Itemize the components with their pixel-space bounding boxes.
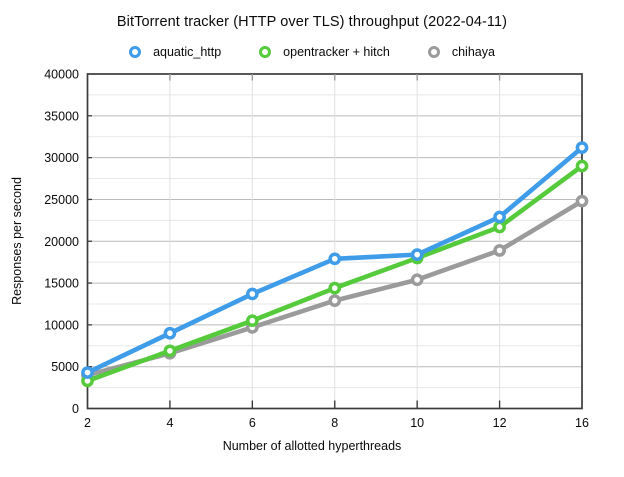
data-point-marker xyxy=(575,159,589,173)
legend-label: chihaya xyxy=(451,45,495,59)
data-point-marker xyxy=(163,344,177,358)
y-tick-label: 30000 xyxy=(44,151,79,165)
data-point-marker xyxy=(245,287,259,301)
data-point-marker xyxy=(410,273,424,287)
x-tick-label: 4 xyxy=(166,416,173,430)
x-tick-label: 12 xyxy=(493,416,507,430)
x-tick-label: 16 xyxy=(575,416,589,430)
x-tick-label: 8 xyxy=(331,416,338,430)
data-point-marker xyxy=(575,194,589,208)
x-tick-label: 2 xyxy=(84,416,91,430)
legend-item-aquatic-http: aquatic_http xyxy=(129,45,221,59)
data-point-marker xyxy=(493,210,506,224)
legend-label: opentracker + hitch xyxy=(283,45,390,59)
data-point-marker xyxy=(163,326,177,340)
x-tick-label: 6 xyxy=(249,416,256,430)
legend-label: aquatic_http xyxy=(153,45,222,59)
y-tick-label: 20000 xyxy=(44,235,79,249)
data-point-marker xyxy=(245,314,259,328)
data-point-marker xyxy=(328,281,342,295)
y-axis-title: Responses per second xyxy=(10,177,24,305)
y-tick-label: 5000 xyxy=(51,360,79,374)
x-axis-title: Number of allotted hyperthreads xyxy=(222,439,402,453)
data-point-marker xyxy=(575,141,589,154)
chart-legend: aquatic_http opentracker + hitch chihaya xyxy=(0,45,624,59)
y-tick-label: 25000 xyxy=(44,193,79,207)
chart-title: BitTorrent tracker (HTTP over TLS) throu… xyxy=(116,14,508,30)
data-point-marker xyxy=(493,244,506,257)
data-point-marker xyxy=(328,252,342,266)
series-marker-icon xyxy=(427,46,440,58)
y-tick-label: 10000 xyxy=(44,318,79,332)
series-marker-icon xyxy=(129,46,142,58)
y-tick-label: 40000 xyxy=(44,68,79,82)
series-marker-icon xyxy=(259,46,272,58)
legend-item-opentracker-hitch: opentracker + hitch xyxy=(259,45,390,59)
data-point-marker xyxy=(410,248,424,261)
x-tick-label: 10 xyxy=(410,416,424,430)
y-tick-label: 35000 xyxy=(44,109,79,123)
y-tick-label: 0 xyxy=(72,402,79,416)
y-tick-label: 15000 xyxy=(44,277,79,291)
data-point-marker xyxy=(493,220,506,234)
data-point-marker xyxy=(81,366,94,379)
data-point-marker xyxy=(328,294,342,307)
legend-item-chihaya: chihaya xyxy=(427,45,495,59)
